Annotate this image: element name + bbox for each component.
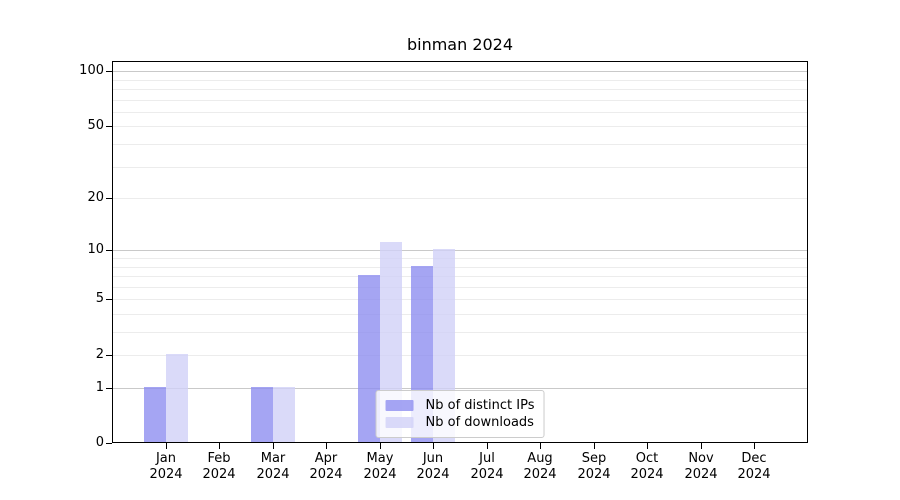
- y-tick-label-20: 20: [87, 190, 104, 205]
- y-tick-label-5: 5: [95, 291, 104, 306]
- gridline-minor-20: [113, 198, 807, 199]
- x-tick-label-nov: Nov 2024: [669, 451, 733, 483]
- x-tick-year: 2024: [630, 467, 664, 482]
- gridline-minor-9: [113, 258, 807, 259]
- x-tick-year: 2024: [416, 467, 450, 482]
- bar-distinct-ips-may: [357, 275, 380, 442]
- y-tick-mark-50: [106, 126, 112, 127]
- x-tick-mark-oct: [647, 443, 648, 449]
- x-tick-year: 2024: [363, 467, 397, 482]
- x-tick-month: Sep: [581, 451, 607, 466]
- gridline-minor-50: [113, 126, 807, 127]
- x-tick-label-jan: Jan 2024: [134, 451, 198, 483]
- x-tick-month: Apr: [314, 451, 338, 466]
- gridline-minor-40: [113, 144, 807, 145]
- y-tick-mark-1: [106, 388, 112, 389]
- gridline-major-1: [113, 388, 807, 389]
- legend-row-distinct-ips: Nb of distinct IPs: [385, 397, 535, 414]
- legend: Nb of distinct IPs Nb of downloads: [375, 390, 545, 438]
- gridline-minor-4: [113, 314, 807, 315]
- gridline-minor-3: [113, 332, 807, 333]
- bar-distinct-ips-mar: [250, 387, 273, 442]
- x-tick-month: Aug: [527, 451, 553, 466]
- gridline-minor-8: [113, 267, 807, 268]
- bar-distinct-ips-jan: [143, 387, 166, 442]
- gridline-minor-6: [113, 287, 807, 288]
- y-tick-mark-5: [106, 299, 112, 300]
- gridline-minor-80: [113, 89, 807, 90]
- x-tick-mark-jan: [166, 443, 167, 449]
- x-tick-label-jun: Jun 2024: [401, 451, 465, 483]
- y-tick-mark-10: [106, 250, 112, 251]
- x-tick-label-mar: Mar 2024: [241, 451, 305, 483]
- x-tick-label-apr: Apr 2024: [294, 451, 358, 483]
- gridline-minor-90: [113, 80, 807, 81]
- x-tick-month: May: [366, 451, 394, 466]
- x-tick-month: Dec: [741, 451, 767, 466]
- y-tick-label-10: 10: [87, 242, 104, 257]
- x-tick-mark-may: [380, 443, 381, 449]
- y-tick-mark-100: [106, 71, 112, 72]
- x-tick-year: 2024: [577, 467, 611, 482]
- gridline-minor-2: [113, 355, 807, 356]
- x-tick-year: 2024: [256, 467, 290, 482]
- bar-downloads-jan: [165, 354, 188, 442]
- x-tick-label-aug: Aug 2024: [508, 451, 572, 483]
- gridline-minor-5: [113, 299, 807, 300]
- gridline-minor-60: [113, 112, 807, 113]
- legend-swatch-distinct-ips: [385, 400, 414, 411]
- x-tick-month: Oct: [635, 451, 659, 466]
- x-tick-label-feb: Feb 2024: [187, 451, 251, 483]
- y-tick-mark-2: [106, 355, 112, 356]
- x-tick-mark-aug: [540, 443, 541, 449]
- bar-downloads-mar: [272, 387, 295, 442]
- x-tick-month: Feb: [207, 451, 231, 466]
- legend-label-downloads: Nb of downloads: [425, 415, 534, 430]
- y-tick-label-0: 0: [95, 435, 104, 450]
- x-tick-mark-nov: [701, 443, 702, 449]
- gridline-minor-70: [113, 100, 807, 101]
- gridline-minor-7: [113, 276, 807, 277]
- chart-title: binman 2024: [406, 35, 514, 54]
- x-tick-year: 2024: [684, 467, 718, 482]
- legend-row-downloads: Nb of downloads: [385, 414, 535, 431]
- x-tick-mark-jul: [487, 443, 488, 449]
- plot-area: Nb of distinct IPs Nb of downloads: [112, 61, 808, 443]
- x-tick-year: 2024: [202, 467, 236, 482]
- x-tick-year: 2024: [149, 467, 183, 482]
- y-tick-label-100: 100: [79, 63, 104, 78]
- x-tick-year: 2024: [737, 467, 771, 482]
- x-tick-month: Jul: [479, 451, 495, 466]
- gridline-major-10: [113, 250, 807, 251]
- y-tick-mark-0: [106, 443, 112, 444]
- x-tick-mark-feb: [219, 443, 220, 449]
- x-tick-mark-apr: [326, 443, 327, 449]
- x-tick-month: Jun: [422, 451, 444, 466]
- x-tick-label-jul: Jul 2024: [455, 451, 519, 483]
- x-tick-mark-jun: [433, 443, 434, 449]
- x-tick-year: 2024: [309, 467, 343, 482]
- legend-swatch-downloads: [385, 417, 414, 428]
- x-tick-year: 2024: [470, 467, 504, 482]
- y-tick-label-50: 50: [87, 118, 104, 133]
- x-tick-month: Mar: [260, 451, 286, 466]
- x-tick-mark-dec: [754, 443, 755, 449]
- x-tick-year: 2024: [523, 467, 557, 482]
- legend-label-distinct-ips: Nb of distinct IPs: [425, 398, 535, 413]
- x-tick-label-sep: Sep 2024: [562, 451, 626, 483]
- y-tick-label-2: 2: [95, 347, 104, 362]
- y-tick-mark-20: [106, 198, 112, 199]
- x-tick-month: Nov: [688, 451, 714, 466]
- gridline-minor-30: [113, 167, 807, 168]
- gridline-major-100: [113, 71, 807, 72]
- x-tick-mark-sep: [594, 443, 595, 449]
- x-tick-label-dec: Dec 2024: [722, 451, 786, 483]
- y-tick-label-1: 1: [95, 380, 104, 395]
- x-tick-month: Jan: [155, 451, 177, 466]
- x-tick-label-may: May 2024: [348, 451, 412, 483]
- x-tick-label-oct: Oct 2024: [615, 451, 679, 483]
- x-tick-mark-mar: [273, 443, 274, 449]
